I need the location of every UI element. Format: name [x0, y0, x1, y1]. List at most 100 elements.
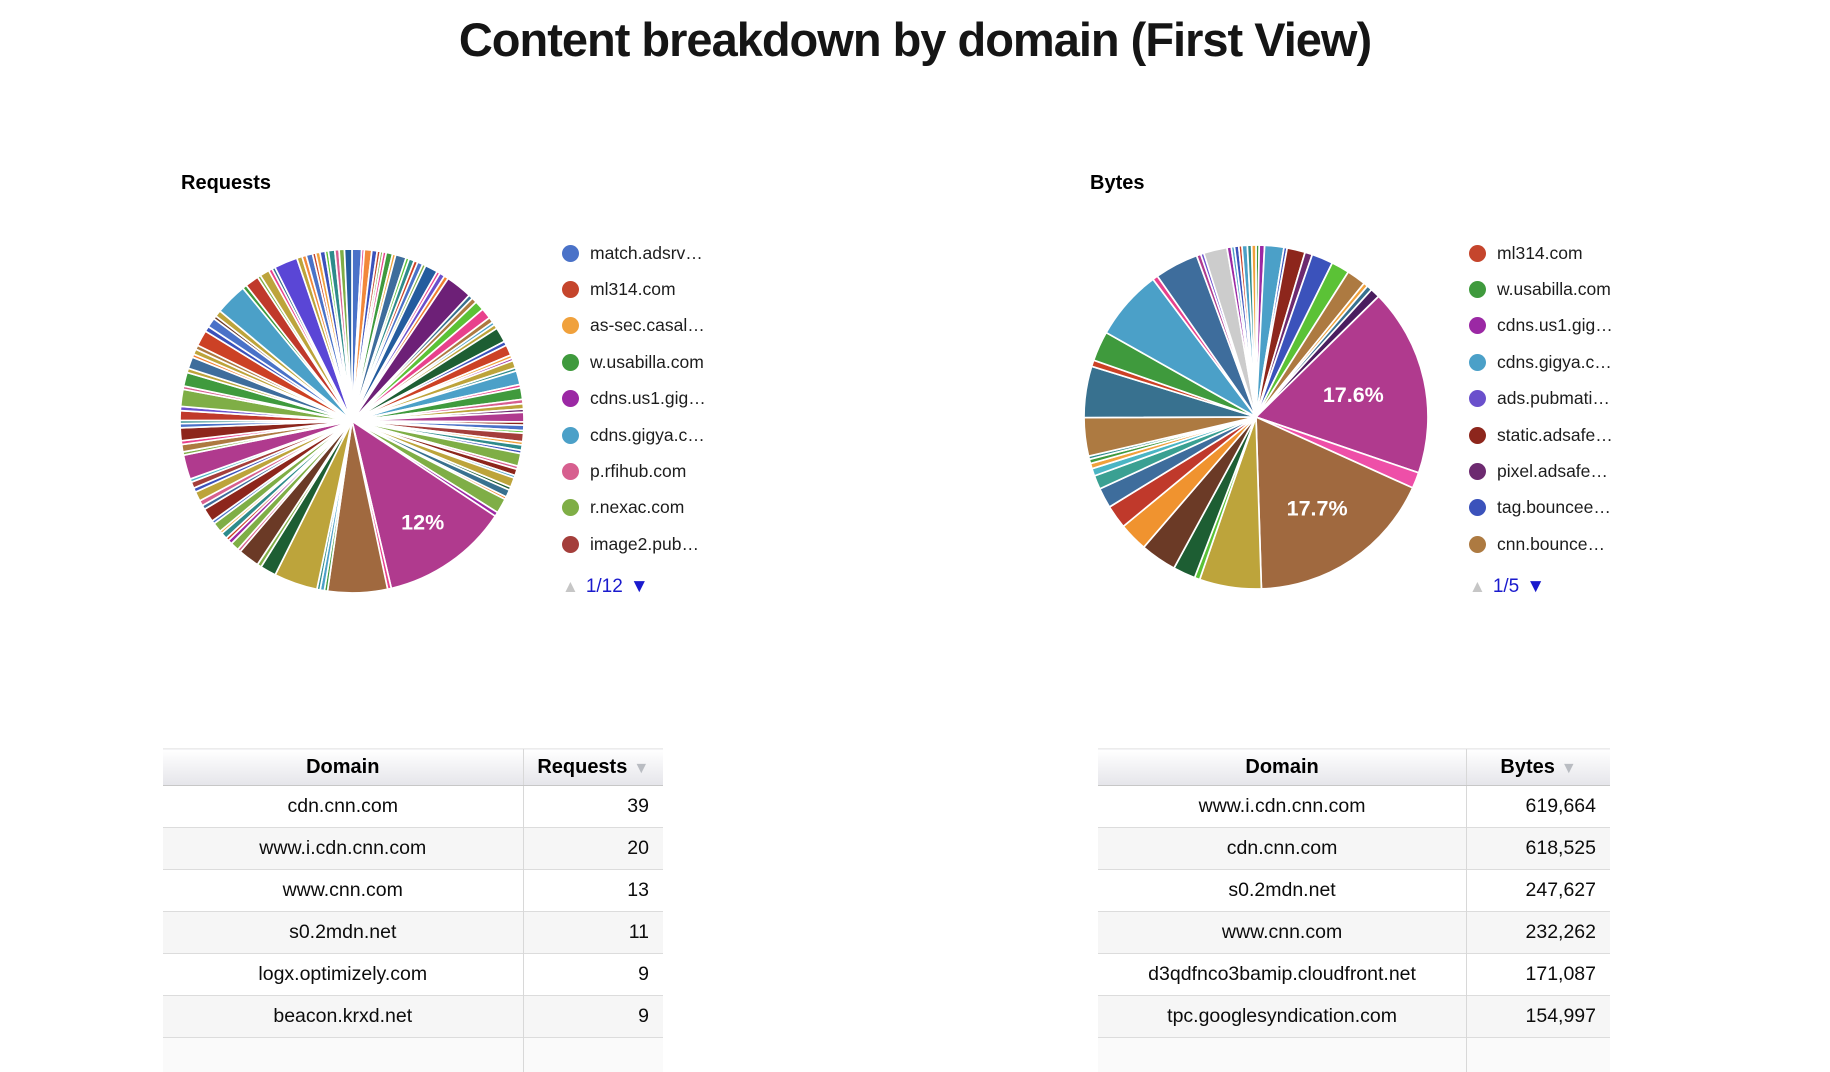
legend-swatch-icon [562, 426, 579, 444]
domain-cell: www.cnn.com [163, 869, 523, 912]
legend-swatch-icon [1469, 463, 1486, 481]
value-cell: 20 [522, 827, 663, 870]
value-cell: 232,262 [1466, 911, 1610, 954]
pie-slice[interactable] [350, 419, 497, 590]
domain-cell: www.cnn.com [1098, 911, 1467, 954]
legend-item: w.usabilla.com [1469, 271, 1613, 307]
value-cell: 171,087 [1466, 953, 1610, 996]
legend-label: cdns.us1.gig… [590, 388, 706, 409]
legend-page-down-icon[interactable]: ▼ [629, 575, 649, 597]
slice-percent-label: 17.7% [1287, 497, 1348, 521]
legend-page-up-icon[interactable]: ▲ [1469, 576, 1486, 596]
legend-swatch-icon [562, 281, 579, 299]
legend-swatch-icon [1469, 353, 1486, 371]
legend-swatch-icon [562, 244, 579, 262]
legend-label: match.adsrv… [590, 242, 703, 263]
slice-percent-label: 17.6% [1323, 383, 1384, 407]
legend-page-up-icon[interactable]: ▲ [562, 576, 579, 596]
domain-cell: www.i.cdn.cnn.com [163, 827, 523, 870]
legend-swatch-icon [1469, 426, 1486, 444]
legend-swatch-icon [562, 390, 579, 408]
page-title: Content breakdown by domain (First View) [458, 13, 1372, 66]
legend-item: tag.bouncee… [1469, 490, 1613, 526]
value-cell: 618,525 [1466, 827, 1610, 870]
legend-swatch-icon [1469, 244, 1486, 262]
table-row-partial [1098, 1037, 1610, 1072]
legend-page-down-icon[interactable]: ▼ [1526, 575, 1546, 597]
legend-item: match.adsrv… [562, 235, 706, 271]
legend-page-indicator: 1/5 [1492, 575, 1520, 597]
legend-label: r.nexac.com [590, 497, 685, 518]
legend-label: cdns.us1.gig… [1497, 315, 1613, 336]
table-row: www.cnn.com 13 [163, 869, 663, 912]
table-row: www.i.cdn.cnn.com 20 [163, 827, 663, 870]
legend-item: p.rfihub.com [562, 453, 706, 489]
requests-table-container: Domain Requests ▼ cdn.cnn.com 39 www.i.cdn.cn… [163, 748, 663, 1072]
domain-cell: logx.optimizely.com [163, 953, 523, 996]
legend-item: w.usabilla.com [562, 344, 706, 380]
legend-swatch-icon [1469, 317, 1486, 335]
table-row: cdn.cnn.com 39 [163, 785, 663, 828]
pie-slice[interactable] [1254, 295, 1429, 474]
pie-slice[interactable] [1250, 244, 1257, 418]
legend-item: pixel.adsafe… [1469, 453, 1613, 489]
legend-item: ads.pubmati… [1469, 381, 1613, 417]
value-cell: 9 [522, 953, 663, 996]
legend-label: w.usabilla.com [590, 351, 704, 372]
table-row: beacon.krxd.net 9 [163, 995, 663, 1038]
bytes-chart-title: Bytes [1090, 172, 1145, 194]
value-cell: 9 [522, 995, 663, 1038]
legend-item: cdns.us1.gig… [562, 381, 706, 417]
sort-descending-icon: ▼ [1560, 760, 1577, 777]
domain-cell: cdn.cnn.com [163, 785, 523, 828]
legend-swatch-icon [1469, 535, 1486, 553]
legend-label: p.rfihub.com [590, 461, 687, 482]
domain-cell: d3qdfnco3bamip.cloudfront.net [1098, 953, 1467, 996]
legend-item: static.adsafe… [1469, 417, 1613, 453]
value-cell: 39 [522, 785, 663, 828]
legend-swatch-icon [562, 463, 579, 481]
sort-descending-icon: ▼ [633, 760, 650, 777]
bytes-legend-pagination: ▲ 1/5 ▼ [1469, 576, 1613, 598]
legend-item: ml314.com [1469, 235, 1613, 271]
slice-percent-label: 12% [401, 511, 444, 535]
table-row: s0.2mdn.net 247,627 [1098, 869, 1610, 912]
legend-label: as-sec.casal… [590, 315, 705, 336]
legend-label: cdns.gigya.c… [1497, 351, 1612, 372]
bytes-legend: ml314.com w.usabilla.com cdns.us1.gig… cdns… [1469, 235, 1613, 598]
legend-item: cdns.us1.gig… [1469, 308, 1613, 344]
value-cell: 11 [522, 911, 663, 954]
requests-table: Domain Requests ▼ cdn.cnn.com 39 www.i.cdn.cn… [163, 748, 663, 1072]
column-header-bytes[interactable]: Bytes ▼ [1466, 748, 1610, 786]
requests-pie-chart[interactable]: 12% [167, 236, 537, 606]
legend-label: static.adsafe… [1497, 424, 1613, 445]
pie-slice[interactable] [343, 248, 353, 422]
legend-swatch-icon [562, 499, 579, 517]
legend-item: cnn.bounce… [1469, 526, 1613, 562]
table-row: www.cnn.com 232,262 [1098, 911, 1610, 954]
value-cell: 247,627 [1466, 869, 1610, 912]
legend-label: tag.bouncee… [1497, 497, 1611, 518]
table-row-partial [163, 1037, 663, 1072]
bytes-table: Domain Bytes ▼ www.i.cdn.cnn.com 619,664 cdn.… [1098, 748, 1610, 1072]
legend-page-indicator: 1/12 [585, 575, 623, 597]
column-header-requests[interactable]: Requests ▼ [522, 748, 663, 786]
legend-label: ml314.com [590, 279, 676, 300]
legend-swatch-icon [1469, 281, 1486, 299]
legend-swatch-icon [562, 535, 579, 553]
column-header-domain[interactable]: Domain [163, 748, 523, 786]
legend-item: ml314.com [562, 271, 706, 307]
legend-swatch-icon [562, 353, 579, 371]
pie-slice[interactable] [1255, 415, 1414, 590]
bytes-table-container: Domain Bytes ▼ www.i.cdn.cnn.com 619,664 cdn.… [1098, 748, 1610, 1072]
legend-label: cnn.bounce… [1497, 533, 1605, 554]
table-row: s0.2mdn.net 11 [163, 911, 663, 954]
domain-cell: s0.2mdn.net [163, 911, 523, 954]
domain-cell: beacon.krxd.net [163, 995, 523, 1038]
requests-legend: match.adsrv… ml314.com as-sec.casal… w.usab… [562, 235, 706, 598]
column-header-domain[interactable]: Domain [1098, 748, 1467, 786]
bytes-pie-chart[interactable]: 17.6% 17.7% [1071, 232, 1441, 602]
legend-label: ml314.com [1497, 242, 1583, 263]
legend-item: as-sec.casal… [562, 308, 706, 344]
legend-swatch-icon [1469, 390, 1486, 408]
